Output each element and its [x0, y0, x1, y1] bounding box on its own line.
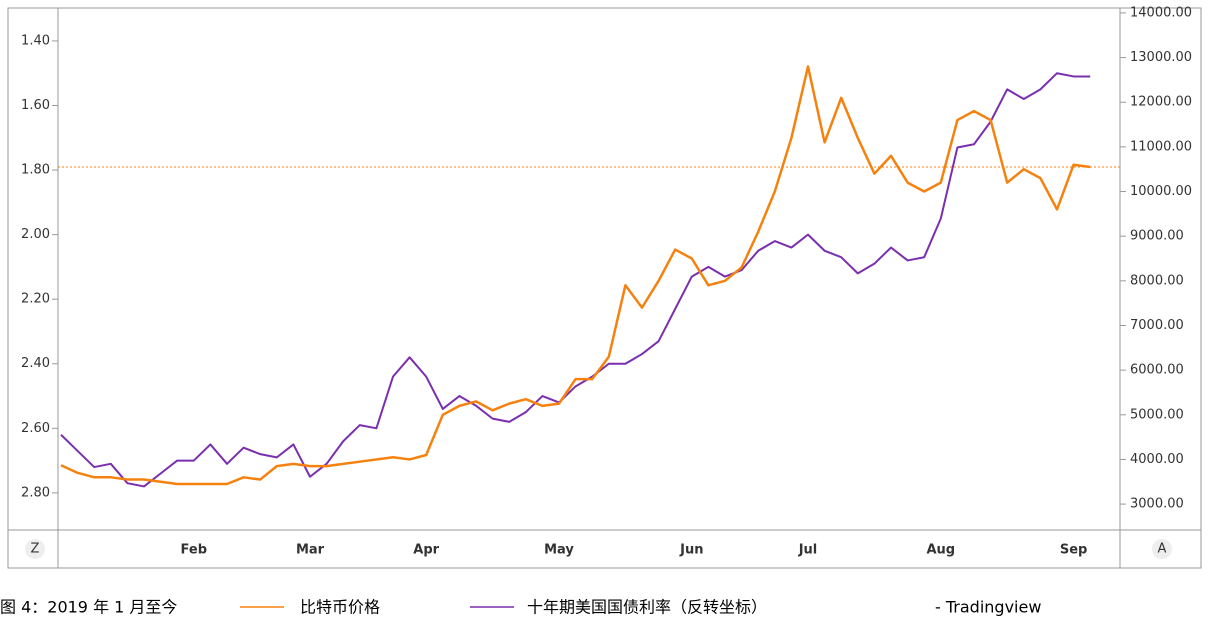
y2-tick-label: 7000.00 — [1130, 318, 1184, 333]
y2-tick-label: 8000.00 — [1130, 273, 1184, 288]
axis-button-label[interactable]: A — [1158, 542, 1167, 557]
y-tick-label: 2.20 — [21, 292, 50, 307]
x-tick-label: Jun — [679, 543, 703, 558]
axis-button-label[interactable]: Z — [31, 542, 40, 557]
series-line — [60, 72, 1091, 488]
series-line — [60, 65, 1091, 486]
axis-button[interactable] — [1152, 539, 1172, 559]
y2-tick-label: 13000.00 — [1130, 50, 1192, 65]
x-tick-label: Mar — [296, 543, 325, 558]
y-tick-label: 2.40 — [21, 356, 50, 371]
legend-label: 十年期美国国债利率（反转坐标） — [527, 598, 767, 617]
y-tick-label: 2.00 — [21, 227, 50, 242]
caption-source: - Tradingview — [935, 598, 1041, 617]
x-tick-label: May — [544, 543, 574, 558]
y2-tick-label: 12000.00 — [1130, 95, 1192, 110]
y2-tick-label: 14000.00 — [1130, 5, 1192, 20]
x-tick-label: Sep — [1060, 543, 1088, 558]
y2-tick-label: 10000.00 — [1130, 184, 1192, 199]
y-tick-label: 1.60 — [21, 98, 50, 113]
y-tick-label: 1.80 — [21, 163, 50, 178]
axis-button[interactable] — [25, 539, 45, 559]
x-tick-label: Jul — [798, 543, 818, 558]
y-tick-label: 2.80 — [21, 485, 50, 500]
y2-tick-label: 3000.00 — [1130, 497, 1184, 512]
y2-tick-label: 11000.00 — [1130, 139, 1192, 154]
caption: 图 4：2019 年 1 月至今 — [0, 598, 177, 617]
y2-tick-label: 4000.00 — [1130, 452, 1184, 467]
x-tick-label: Feb — [181, 543, 207, 558]
legend-label: 比特币价格 — [300, 598, 380, 617]
y2-tick-label: 6000.00 — [1130, 363, 1184, 378]
chart-frame — [7, 7, 1202, 569]
x-tick-label: Apr — [413, 543, 439, 558]
y-tick-label: 2.60 — [21, 421, 50, 436]
y-tick-label: 1.40 — [21, 33, 50, 48]
y2-tick-label: 9000.00 — [1130, 229, 1184, 244]
x-tick-label: Aug — [926, 543, 955, 558]
y2-tick-label: 5000.00 — [1130, 407, 1184, 422]
